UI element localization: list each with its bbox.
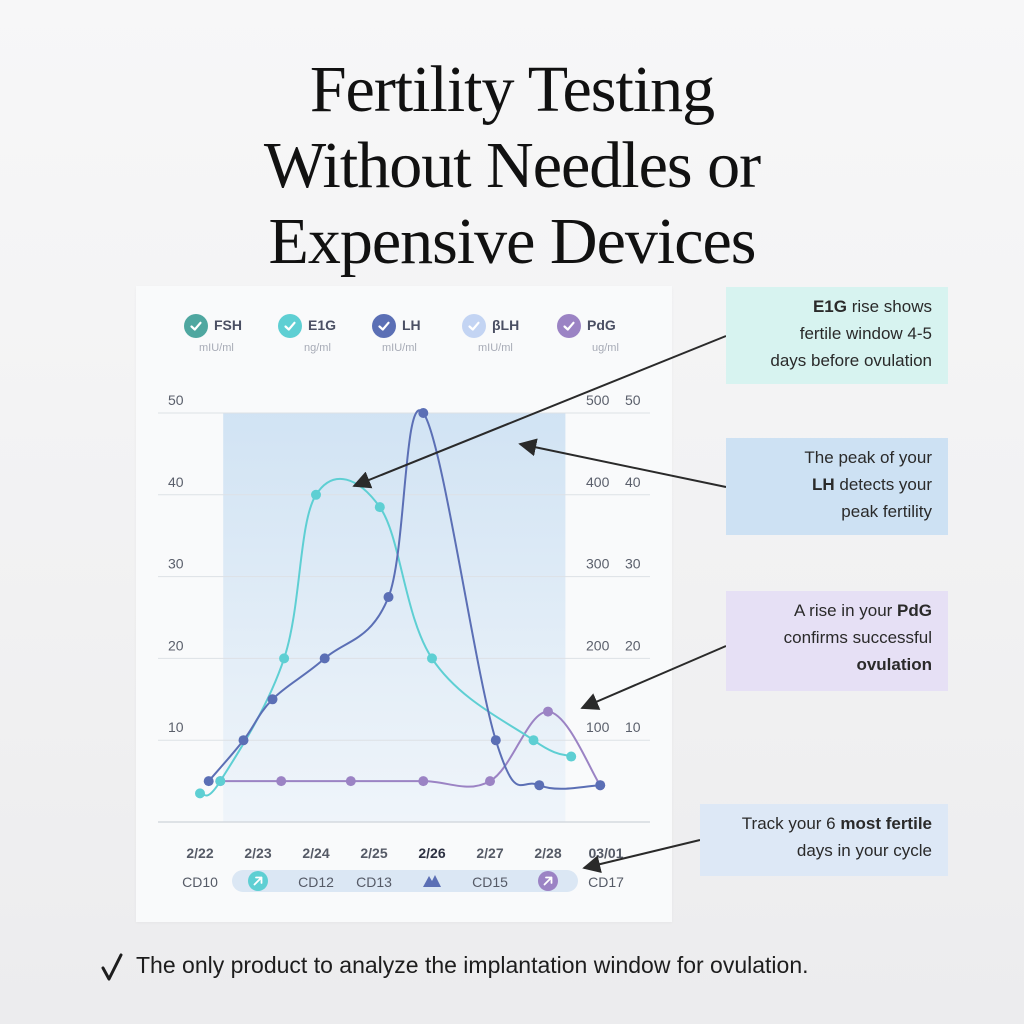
legend-label: PdG <box>587 317 616 333</box>
callout-pdg-line-1: A rise in your PdG <box>794 601 932 620</box>
callout-track-line-1: Track your 6 most fertile <box>741 814 932 833</box>
legend-unit: ng/ml <box>304 342 331 354</box>
check-circle-icon <box>462 314 486 338</box>
legend-label: FSH <box>214 317 242 333</box>
callout-pdg-line-2: confirms successful <box>783 628 932 647</box>
legend-label: E1G <box>308 317 337 333</box>
callout-pdg: A rise in your PdG confirms successful o… <box>726 591 948 691</box>
callout-track-line-2: days in your cycle <box>796 841 932 860</box>
check-circle-icon <box>557 314 581 338</box>
callout-e1g-line-3: days before ovulation <box>770 351 932 370</box>
legend-unit: mIU/ml <box>199 342 234 354</box>
legend-unit: mIU/ml <box>382 342 417 354</box>
page-title: Fertility Testing Without Needles or Exp… <box>0 52 1024 280</box>
check-circle-icon <box>278 314 302 338</box>
callout-e1g-line-1: E1G rise shows <box>812 297 932 316</box>
callout-pdg-line-3: ovulation <box>856 655 932 674</box>
callout-lh-line-1: The peak of your <box>804 448 932 467</box>
legend-label: βLH <box>492 317 520 333</box>
callout-e1g-line-2: fertile window 4-5 <box>799 324 932 343</box>
legend-label: LH <box>402 317 421 333</box>
callout-lh-line-3: peak fertility <box>841 502 932 521</box>
callout-lh-peak: The peak of your LH detects your peak fe… <box>726 438 948 535</box>
callout-lh-line-2: LH detects your <box>812 475 932 494</box>
title-line-2: Without Needles or <box>263 129 761 202</box>
callout-e1g: E1G rise shows fertile window 4-5 days b… <box>726 287 948 384</box>
footer-text: The only product to analyze the implanta… <box>136 952 809 978</box>
chart-card <box>136 286 672 922</box>
footer: The only product to analyze the implanta… <box>100 952 809 981</box>
title-line-1: Fertility Testing <box>309 53 715 126</box>
checkmark-icon <box>101 953 123 981</box>
check-circle-icon <box>184 314 208 338</box>
legend-unit: mIU/ml <box>478 342 513 354</box>
title-line-3: Expensive Devices <box>268 205 757 278</box>
callout-track: Track your 6 most fertile days in your c… <box>700 804 948 876</box>
check-circle-icon <box>372 314 396 338</box>
legend-unit: ug/ml <box>592 342 619 354</box>
